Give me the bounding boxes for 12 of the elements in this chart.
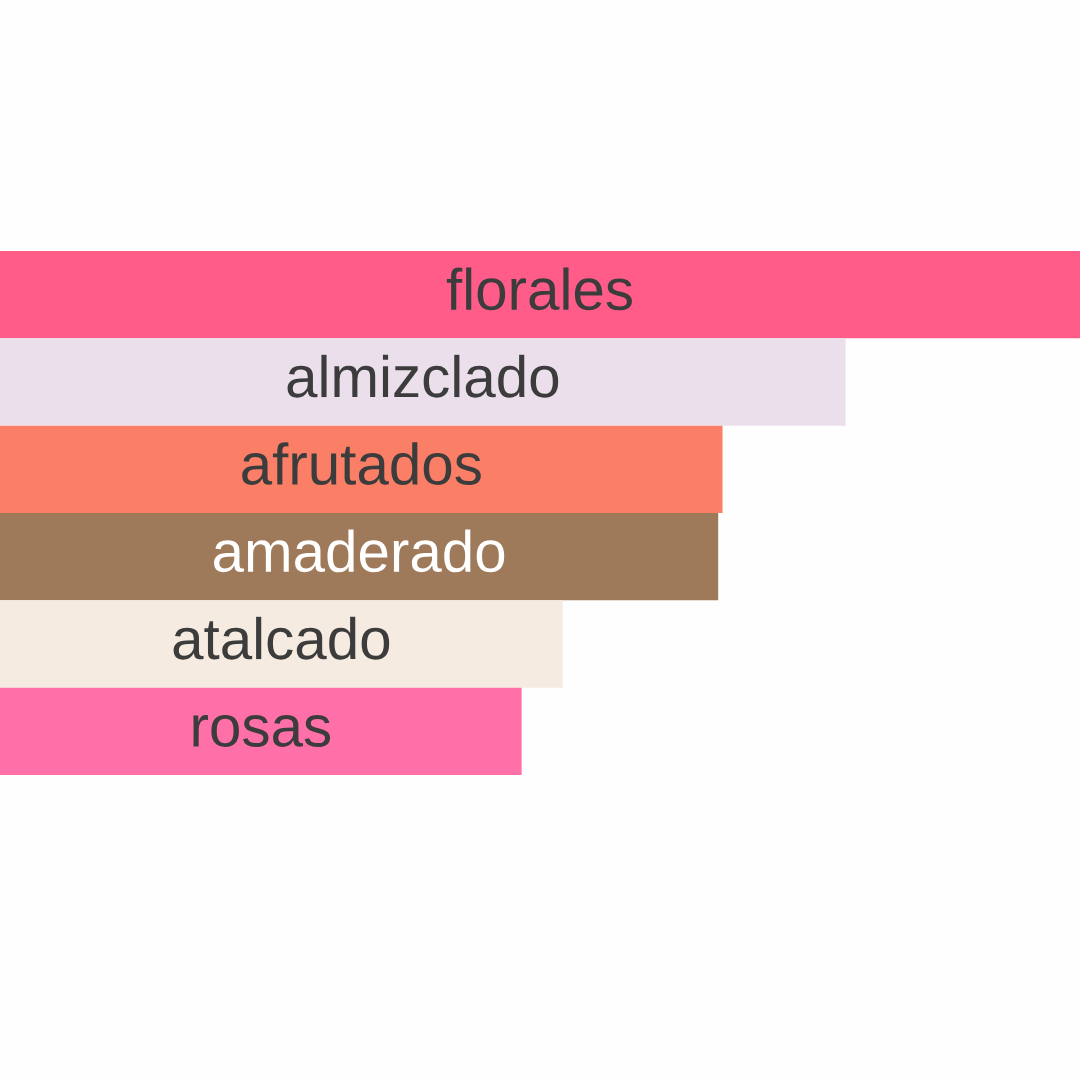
y-tick-label: almizclado — [287, 354, 559, 398]
y-tick-label: rosas — [193, 715, 331, 747]
y-tick-label: atalcado — [173, 616, 390, 660]
bar — [0, 687, 522, 775]
bar — [0, 338, 846, 426]
y-tick-label: amaderado — [214, 529, 505, 573]
y-tick-label: florales — [446, 267, 632, 311]
bar — [0, 425, 723, 513]
bar — [0, 251, 1080, 339]
bar — [0, 513, 719, 601]
bar — [0, 600, 563, 688]
y-tick-label: afrutados — [242, 442, 481, 485]
